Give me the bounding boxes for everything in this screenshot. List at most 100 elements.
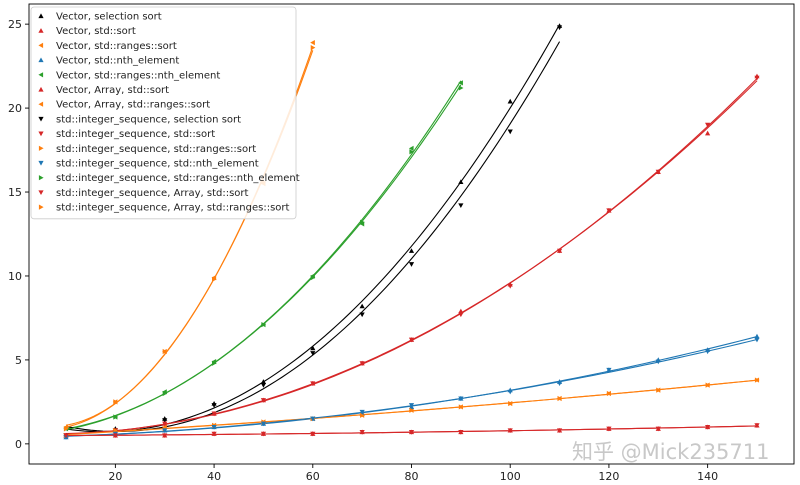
data-point-s0-4 [260, 379, 267, 384]
data-point-s7-4 [260, 383, 267, 388]
axes: 20 40 60 80 100 120 140 0 5 10 15 20 25 [8, 3, 795, 483]
legend-label-0: Vector, selection sort [56, 12, 162, 23]
data-point-s11-2 [162, 390, 168, 397]
legend-label-5: Vector, Array, std::sort [56, 85, 169, 96]
data-point-s12-12 [655, 426, 661, 432]
legend-label-11: std::integer_sequence, std::ranges::nth_… [56, 173, 300, 184]
data-point-s8-10 [556, 248, 563, 254]
data-point-s10-7 [408, 403, 415, 408]
data-point-s12-9 [507, 428, 513, 434]
legend-label-8: std::integer_sequence, std::sort [56, 129, 215, 140]
y-tick-label-5: 5 [15, 354, 22, 367]
legend-marker-11 [38, 175, 44, 181]
data-point-s11-7 [409, 149, 415, 155]
plot-area [63, 23, 760, 440]
data-point-s11-8 [458, 85, 464, 91]
legend-marker-8 [38, 131, 44, 137]
data-point-s9-14 [754, 377, 760, 383]
data-point-s7-7 [408, 262, 415, 267]
data-point-s8-8 [458, 312, 464, 318]
data-point-s8-6 [359, 361, 365, 366]
data-point-s9-9 [508, 400, 513, 407]
data-point-s1-13 [705, 130, 711, 136]
legend-label-9: std::integer_sequence, std::ranges::sort [56, 144, 256, 155]
data-point-s9-11 [606, 390, 612, 397]
legend-label-7: std::integer_sequence, selection sort [56, 114, 241, 125]
legend-label-2: Vector, std::ranges::sort [56, 41, 177, 52]
data-point-s7-8 [458, 203, 464, 209]
data-point-s11-1 [113, 414, 118, 420]
data-point-s11-4 [261, 322, 267, 328]
data-point-s12-1 [112, 433, 118, 439]
legend-box [30, 6, 297, 220]
data-point-s13-0 [63, 426, 69, 432]
data-point-s0-5 [310, 345, 316, 351]
watermark: 知乎 @Mick235711 [572, 440, 770, 464]
data-point-s0-7 [408, 248, 415, 253]
data-point-s7-5 [310, 351, 316, 356]
x-tick-label-100: 100 [500, 470, 521, 483]
data-point-s10-6 [359, 409, 365, 415]
data-point-s9-6 [360, 412, 365, 418]
data-point-s12-13 [705, 424, 711, 430]
data-point-s10-5 [310, 416, 316, 422]
data-point-s7-6 [359, 312, 365, 318]
data-point-s0-8 [458, 179, 464, 185]
data-point-s8-9 [507, 283, 513, 289]
data-point-s12-6 [359, 430, 365, 435]
data-point-s7-2 [162, 418, 168, 423]
y-tick-label-15: 15 [8, 186, 22, 199]
x-tick-label-120: 120 [598, 470, 619, 483]
data-point-s10-8 [458, 396, 464, 402]
data-point-s8-7 [408, 337, 415, 343]
data-point-s11-3 [212, 360, 217, 366]
data-point-s8-11 [606, 208, 612, 214]
legend-marker-7 [38, 116, 44, 122]
x-tick-label-60: 60 [306, 470, 320, 483]
data-point-s10-3 [211, 424, 217, 430]
data-point-s10-4 [260, 421, 267, 427]
data-point-s10-12 [655, 359, 661, 365]
data-point-s12-11 [606, 426, 612, 432]
data-point-s6-5 [310, 40, 315, 46]
data-point-s13-2 [162, 348, 168, 355]
data-point-s12-8 [458, 430, 464, 435]
y-tick-label-0: 0 [15, 438, 22, 451]
data-point-s12-4 [260, 431, 267, 437]
legend-marker-2 [38, 42, 44, 48]
data-point-s9-10 [557, 395, 563, 402]
data-point-s0-9 [507, 98, 513, 104]
y-tick-label-10: 10 [8, 270, 22, 283]
data-point-s12-2 [162, 433, 168, 439]
legend-label-12: std::integer_sequence, Array, std::sort [56, 188, 249, 199]
data-point-s7-10 [556, 25, 563, 31]
data-point-s1-8 [458, 308, 464, 314]
legend-marker-3 [38, 57, 44, 63]
data-point-s12-3 [211, 431, 217, 437]
data-point-s8-12 [655, 169, 661, 175]
x-tick-label-20: 20 [108, 470, 122, 483]
data-point-s9-8 [458, 404, 464, 410]
data-point-s10-14 [754, 337, 760, 343]
legend-label-1: Vector, std::sort [56, 26, 136, 37]
legend-label-3: Vector, std::nth_element [56, 56, 179, 67]
data-point-s13-3 [212, 276, 217, 282]
data-point-s12-5 [310, 431, 316, 437]
x-tick-label-140: 140 [697, 470, 718, 483]
data-point-s7-9 [507, 129, 513, 135]
data-point-s8-2 [162, 421, 168, 427]
data-point-s10-10 [556, 381, 563, 387]
y-tick-label-20: 20 [8, 102, 22, 115]
data-point-s10-9 [507, 389, 513, 395]
data-point-s12-10 [556, 428, 563, 434]
data-point-s12-14 [754, 423, 760, 428]
data-point-s10-2 [162, 428, 168, 434]
data-point-s9-7 [409, 407, 415, 413]
legend-label-10: std::integer_sequence, std::nth_element [56, 159, 259, 170]
data-point-s8-13 [705, 122, 711, 128]
legend-marker-5 [38, 86, 44, 92]
data-point-s8-5 [310, 381, 316, 387]
legend-marker-13 [38, 204, 44, 210]
